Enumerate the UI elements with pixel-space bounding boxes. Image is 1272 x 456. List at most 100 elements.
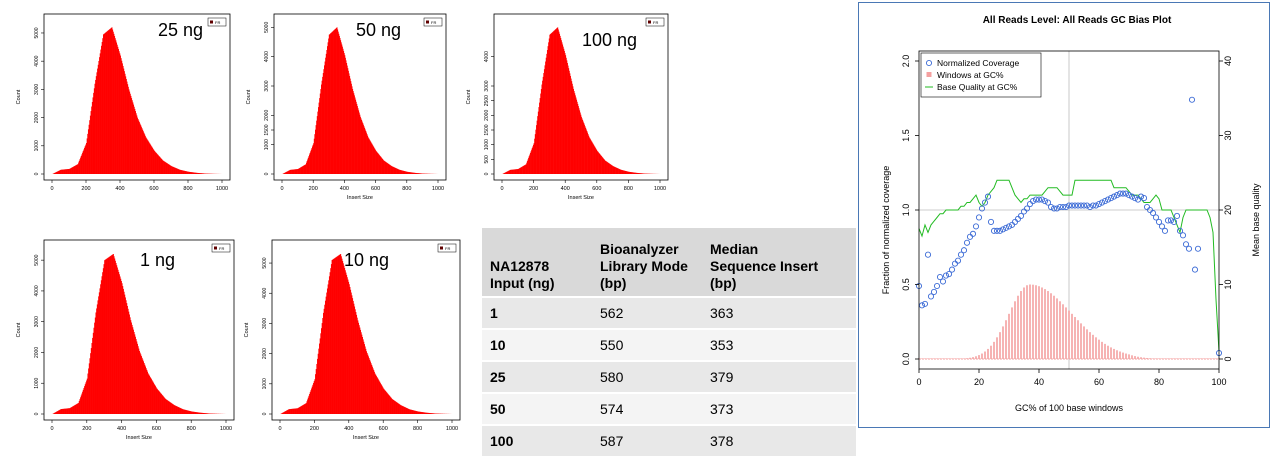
x-tick-label: 200 — [529, 186, 538, 192]
y2-tick-label: 0 — [1223, 356, 1233, 361]
coverage-point — [1015, 216, 1020, 221]
y-tick-label: 2000 — [484, 110, 490, 121]
sample-label-10ng: 10 ng — [344, 250, 389, 271]
y2-tick-label: 20 — [1223, 205, 1233, 215]
y-tick-label: 1000 — [484, 139, 490, 150]
table-cell: 1 — [482, 297, 592, 329]
x-tick-label: 80 — [1154, 377, 1164, 387]
x-tick-label: 40 — [1034, 377, 1044, 387]
y-tick-label: 2.0 — [901, 55, 911, 68]
x-tick-label: 600 — [592, 186, 601, 192]
x-tick-label: 800 — [183, 186, 192, 192]
gc-bias-plot-frame: All Reads Level: All Reads GC Bias Plot 0… — [858, 2, 1270, 428]
y2-tick-label: 10 — [1223, 279, 1233, 289]
coverage-point — [973, 224, 978, 229]
legend-swatch — [426, 21, 429, 24]
legend-swatch — [214, 247, 217, 250]
table-cell: 379 — [702, 361, 856, 393]
coverage-point — [952, 261, 957, 266]
x-axis-label: Insert Size — [126, 435, 152, 441]
header-bioanalyzer-mode: Bioanalyzer Library Mode (bp) — [592, 228, 702, 297]
y-tick-label: 0.5 — [901, 278, 911, 291]
insert-size-table: NA12878 Input (ng) Bioanalyzer Library M… — [482, 228, 856, 456]
sample-label-50ng: 50 ng — [356, 20, 401, 41]
y2-tick-label: 30 — [1223, 130, 1233, 140]
y-tick-label: 2000 — [34, 112, 40, 123]
table-cell: 363 — [702, 297, 856, 329]
y-tick-label: 3000 — [264, 80, 270, 91]
coverage-point — [955, 258, 960, 263]
x-tick-label: 1000 — [654, 186, 666, 192]
table-row: 25 580 379 — [482, 361, 856, 393]
y-tick-label: 2500 — [484, 95, 490, 106]
coverage-point — [970, 231, 975, 236]
x-tick-label: 1000 — [446, 426, 458, 432]
legend-swatch — [210, 21, 213, 24]
y2-axis-label: Mean base quality — [1251, 183, 1261, 257]
y-tick-label: 3000 — [262, 318, 268, 329]
table-row: 50 574 373 — [482, 393, 856, 425]
x-tick-label: 800 — [402, 186, 411, 192]
y-tick-label: 3000 — [34, 316, 40, 327]
legend-windows-swatch — [927, 72, 932, 77]
y-tick-label: 0 — [34, 172, 40, 175]
coverage-point — [940, 279, 945, 284]
header-input-ng-text: NA12878 Input (ng) — [490, 258, 555, 291]
table-cell: 587 — [592, 425, 702, 456]
x-tick-label: 1000 — [432, 186, 444, 192]
y-tick-label: 3000 — [484, 80, 490, 91]
x-tick-label: 0 — [916, 377, 921, 387]
legend-swatch — [648, 21, 651, 24]
x-tick-label: 400 — [344, 426, 353, 432]
table-cell: 353 — [702, 329, 856, 361]
y-axis-label: Count — [16, 89, 22, 104]
coverage-point — [988, 219, 993, 224]
x-axis-label: Insert Size — [353, 435, 379, 441]
x-tick-label: 200 — [310, 426, 319, 432]
sample-label-1ng: 1 ng — [140, 250, 175, 271]
y-tick-label: 3000 — [34, 84, 40, 95]
coverage-point — [976, 215, 981, 220]
header-bioanalyzer-mode-text: Bioanalyzer Library Mode (bp) — [600, 241, 688, 291]
table-row: 1 562 363 — [482, 297, 856, 329]
y-tick-label: 0 — [34, 412, 40, 415]
y-axis-label: Count — [466, 89, 472, 104]
x-tick-label: 400 — [561, 186, 570, 192]
y-axis-label: Count — [246, 89, 252, 104]
y-tick-label: 1500 — [264, 124, 270, 135]
y-tick-label: 1000 — [34, 377, 40, 388]
legend-label: FR — [431, 20, 436, 25]
legend-label: FR — [653, 20, 658, 25]
x-axis-label: Insert Size — [347, 195, 373, 201]
y-tick-label: 4000 — [264, 51, 270, 62]
sample-label-25ng: 25 ng — [158, 20, 203, 41]
table-cell: 574 — [592, 393, 702, 425]
y-tick-label: 0 — [262, 412, 268, 415]
x-tick-label: 400 — [115, 186, 124, 192]
coverage-point — [1180, 233, 1185, 238]
header-input-ng: NA12878 Input (ng) — [482, 228, 592, 297]
y-tick-label: 4000 — [34, 55, 40, 66]
y-tick-label: 2000 — [264, 110, 270, 121]
y-tick-label: 5000 — [264, 22, 270, 33]
sample-label-100ng: 100 ng — [582, 30, 637, 51]
gc-plot-title: All Reads Level: All Reads GC Bias Plot — [983, 15, 1172, 26]
x-tick-label: 600 — [149, 186, 158, 192]
y-tick-label: 5000 — [262, 257, 268, 268]
coverage-point — [961, 248, 966, 253]
x-tick-label: 1000 — [216, 186, 228, 192]
table-row: 100 587 378 — [482, 425, 856, 456]
coverage-point — [964, 240, 969, 245]
x-tick-label: 400 — [340, 186, 349, 192]
x-tick-label: 800 — [624, 186, 633, 192]
y-tick-label: 4000 — [262, 287, 268, 298]
coverage-point — [1162, 228, 1167, 233]
x-tick-label: 600 — [379, 426, 388, 432]
coverage-point — [1174, 213, 1179, 218]
